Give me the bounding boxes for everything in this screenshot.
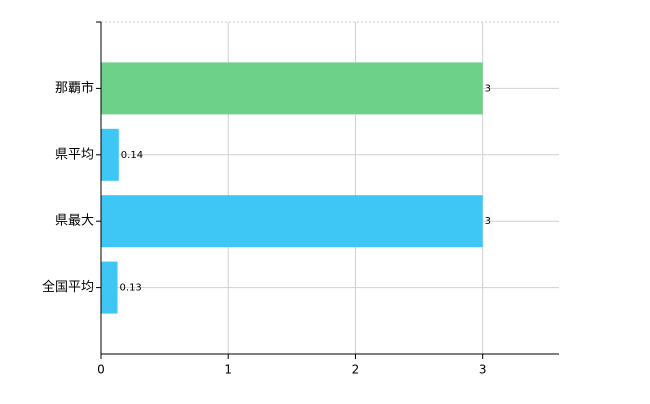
- y-tick-label: 県平均: [55, 147, 94, 162]
- y-tick-label: 全国平均: [42, 279, 94, 295]
- value-label: 0.13: [120, 283, 142, 294]
- bar: [101, 261, 118, 314]
- x-tick-label: 2: [352, 363, 360, 377]
- x-tick-label: 0: [97, 363, 105, 377]
- x-tick-label: 1: [224, 363, 232, 377]
- y-tick-label: 県最大: [55, 214, 94, 229]
- bar: [101, 62, 483, 115]
- y-tick-label: 那覇市: [55, 80, 94, 96]
- value-label: 0.14: [121, 150, 143, 161]
- bar: [101, 128, 119, 181]
- x-tick-label: 3: [479, 363, 487, 377]
- value-label: 3: [485, 83, 491, 94]
- value-label: 3: [485, 216, 491, 227]
- bar: [101, 195, 483, 248]
